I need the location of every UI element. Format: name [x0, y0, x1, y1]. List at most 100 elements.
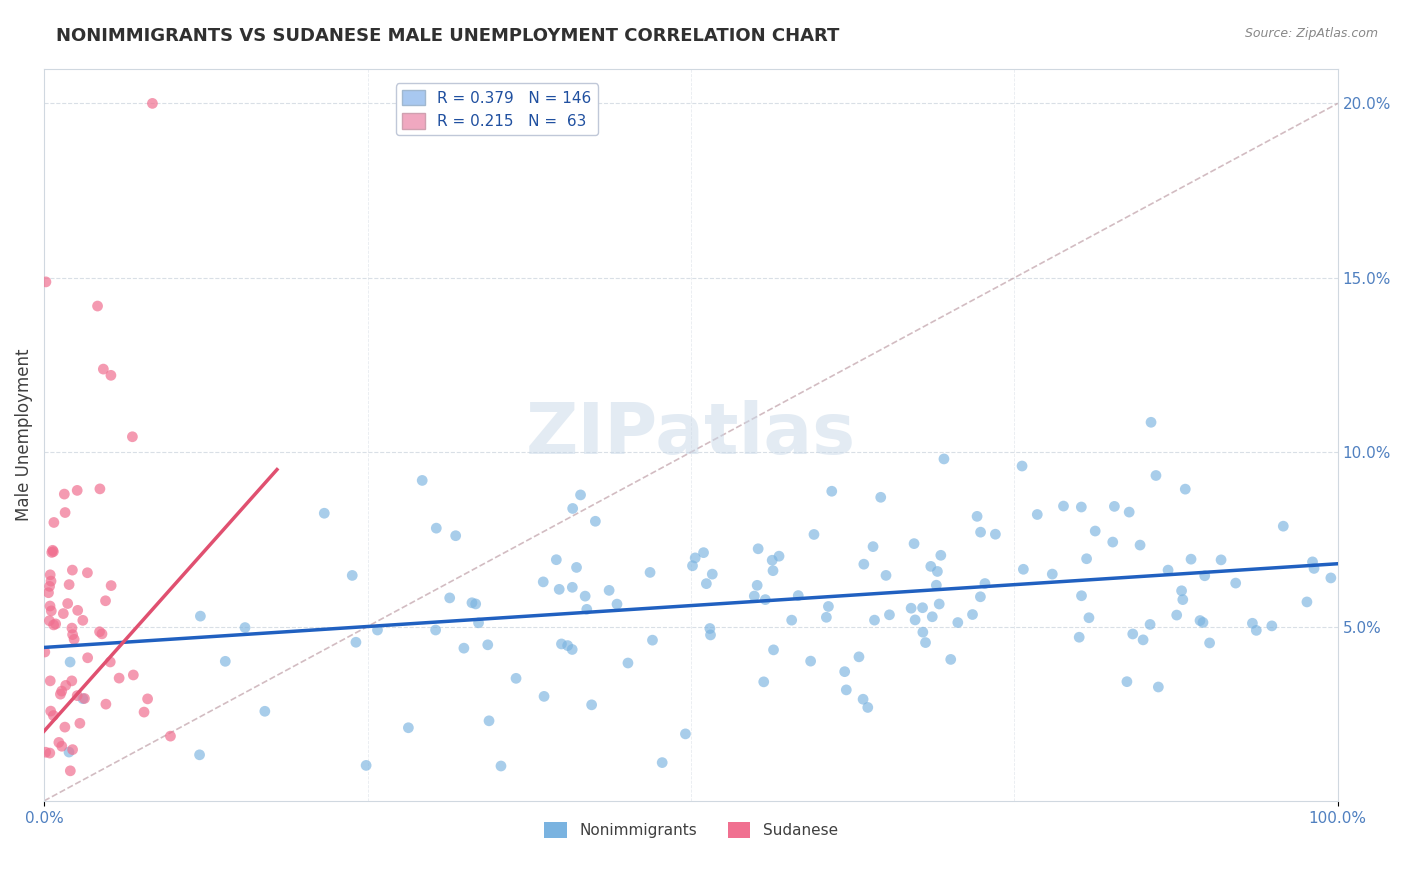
Point — [42, 708, 65, 723]
Point — [342, 568, 364, 582]
Point — [1076, 551, 1098, 566]
Text: Source: ZipAtlas.com: Source: ZipAtlas.com — [1244, 27, 1378, 40]
Point — [1192, 615, 1215, 630]
Point — [531, 574, 554, 589]
Point — [39, 567, 62, 582]
Point — [39, 604, 62, 618]
Point — [581, 698, 603, 712]
Point — [852, 558, 875, 572]
Point — [39, 599, 62, 613]
Point — [869, 490, 891, 504]
Point — [1116, 674, 1139, 689]
Point — [38, 746, 60, 760]
Point — [59, 764, 82, 778]
Point — [742, 589, 765, 603]
Point — [821, 484, 844, 499]
Point — [42, 516, 65, 530]
Point — [569, 488, 592, 502]
Point — [425, 623, 447, 637]
Point — [875, 568, 897, 582]
Point — [561, 580, 583, 594]
Point — [879, 607, 901, 622]
Point — [762, 564, 785, 578]
Point — [969, 525, 991, 540]
Point — [929, 549, 952, 563]
Point — [903, 536, 925, 550]
Point — [45, 616, 67, 631]
Point — [93, 362, 115, 376]
Point — [58, 577, 80, 591]
Point — [702, 567, 724, 582]
Point — [1261, 619, 1284, 633]
Point — [557, 639, 579, 653]
Point — [1070, 500, 1092, 514]
Point — [66, 603, 89, 617]
Point — [1174, 482, 1197, 496]
Point — [787, 589, 810, 603]
Point — [911, 625, 934, 640]
Point — [1302, 555, 1324, 569]
Point — [565, 560, 588, 574]
Point — [1147, 680, 1170, 694]
Point — [62, 742, 84, 756]
Point — [752, 674, 775, 689]
Point — [856, 700, 879, 714]
Point — [76, 566, 98, 580]
Point — [39, 704, 62, 718]
Point — [1012, 562, 1035, 576]
Point — [439, 591, 461, 605]
Point — [914, 635, 936, 649]
Point — [862, 540, 884, 554]
Point — [98, 655, 121, 669]
Point — [66, 689, 89, 703]
Point — [1180, 552, 1202, 566]
Point — [921, 609, 943, 624]
Point — [53, 506, 76, 520]
Legend: Nonimmigrants, Sudanese: Nonimmigrants, Sudanese — [538, 816, 844, 845]
Point — [780, 613, 803, 627]
Point — [76, 650, 98, 665]
Point — [411, 474, 433, 488]
Point — [34, 645, 56, 659]
Point — [190, 609, 212, 624]
Point — [467, 615, 489, 630]
Point — [984, 527, 1007, 541]
Point — [53, 720, 76, 734]
Point — [561, 501, 583, 516]
Point — [461, 596, 484, 610]
Point — [100, 368, 122, 383]
Point — [41, 543, 63, 558]
Point — [768, 549, 790, 564]
Point — [1069, 630, 1091, 644]
Point — [188, 747, 211, 762]
Point — [1241, 616, 1264, 631]
Point — [53, 487, 76, 501]
Point — [747, 541, 769, 556]
Point — [464, 597, 486, 611]
Point — [42, 544, 65, 558]
Point — [1188, 614, 1211, 628]
Point — [425, 521, 447, 535]
Point — [1070, 589, 1092, 603]
Point — [695, 576, 717, 591]
Point — [42, 618, 65, 632]
Point — [38, 579, 60, 593]
Point — [72, 691, 94, 706]
Point — [974, 576, 997, 591]
Point — [598, 583, 620, 598]
Point — [51, 739, 73, 754]
Point — [651, 756, 673, 770]
Point — [60, 621, 83, 635]
Point — [1194, 568, 1216, 582]
Text: NONIMMIGRANTS VS SUDANESE MALE UNEMPLOYMENT CORRELATION CHART: NONIMMIGRANTS VS SUDANESE MALE UNEMPLOYM… — [56, 27, 839, 45]
Point — [754, 592, 776, 607]
Point — [815, 610, 838, 624]
Text: ZIPatlas: ZIPatlas — [526, 401, 856, 469]
Point — [911, 600, 934, 615]
Point — [925, 578, 948, 592]
Point — [89, 624, 111, 639]
Point — [946, 615, 969, 630]
Point — [683, 550, 706, 565]
Point — [835, 682, 858, 697]
Point — [762, 643, 785, 657]
